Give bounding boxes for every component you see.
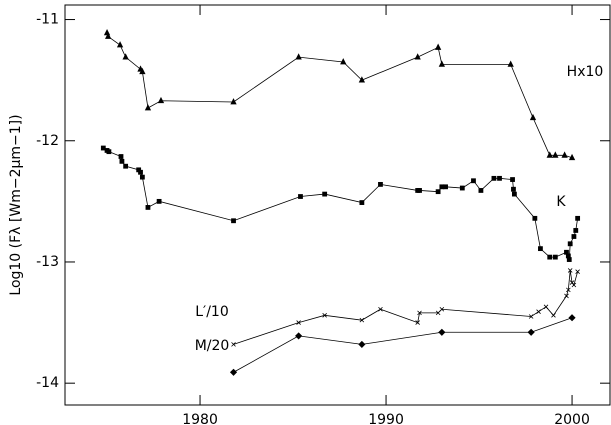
- point: [491, 175, 497, 181]
- series-line: [106, 32, 573, 159]
- point: [564, 293, 569, 299]
- point: [543, 304, 549, 310]
- point: [568, 153, 576, 161]
- point: [417, 188, 422, 193]
- point: [144, 104, 152, 111]
- point: [459, 185, 465, 191]
- point: [138, 169, 143, 175]
- x-tick-label: 1980: [182, 412, 218, 425]
- point: [340, 58, 347, 65]
- point: [414, 53, 421, 60]
- point: [123, 163, 129, 169]
- point: [561, 151, 568, 158]
- point: [566, 287, 571, 293]
- point: [157, 96, 165, 104]
- point: [378, 181, 383, 187]
- series-line: [233, 270, 579, 345]
- point: [438, 60, 445, 67]
- point: [118, 154, 124, 159]
- point: [552, 254, 558, 260]
- point: [296, 320, 301, 325]
- series-line: [103, 147, 579, 260]
- point: [417, 310, 422, 316]
- point: [119, 158, 125, 164]
- point: [298, 194, 303, 199]
- x-tick-label: 2000: [554, 412, 590, 425]
- point: [511, 191, 517, 197]
- point: [139, 174, 145, 180]
- point: [571, 234, 577, 239]
- point: [575, 269, 580, 274]
- series-label: K: [556, 194, 566, 210]
- point: [229, 368, 238, 376]
- point: [527, 328, 535, 336]
- point: [510, 177, 515, 182]
- plot-frame: [64, 4, 611, 406]
- y-tick-label: -13: [36, 254, 59, 270]
- point: [568, 314, 576, 322]
- point: [295, 53, 302, 60]
- point: [322, 191, 328, 197]
- point: [507, 60, 514, 67]
- point: [573, 228, 579, 233]
- point: [567, 268, 573, 273]
- point: [359, 200, 365, 205]
- point: [105, 32, 112, 39]
- point: [122, 53, 129, 60]
- point: [547, 254, 553, 260]
- point: [100, 145, 106, 151]
- point: [358, 76, 366, 83]
- y-tick-label: -12: [36, 133, 59, 149]
- series-label: Hx10: [567, 64, 604, 80]
- point: [145, 205, 151, 210]
- point: [546, 151, 553, 158]
- point: [551, 313, 556, 318]
- point: [378, 306, 383, 312]
- point: [536, 309, 541, 314]
- point: [571, 282, 577, 288]
- point: [415, 320, 420, 325]
- point: [230, 98, 237, 105]
- point: [478, 188, 484, 193]
- point: [295, 332, 303, 340]
- point: [511, 186, 516, 192]
- point: [106, 149, 112, 155]
- series-label: M/20: [195, 338, 230, 354]
- point: [538, 246, 543, 252]
- y-tick-label: -11: [36, 12, 59, 28]
- y-axis-label: Log10 (Fλ [Wm−2μm−1]): [8, 114, 24, 295]
- point: [434, 43, 442, 50]
- point: [528, 314, 534, 319]
- point: [156, 198, 162, 204]
- point: [471, 178, 476, 184]
- point: [497, 175, 502, 181]
- point: [439, 306, 445, 312]
- x-tick-label: 1990: [368, 412, 404, 425]
- point: [552, 151, 559, 158]
- point: [575, 215, 581, 221]
- point: [435, 189, 441, 195]
- point: [231, 218, 236, 224]
- y-tick-label: -14: [36, 375, 59, 391]
- point: [359, 317, 365, 323]
- point: [567, 241, 573, 247]
- point: [139, 67, 146, 75]
- point: [322, 313, 327, 318]
- point: [358, 340, 366, 348]
- point: [438, 328, 446, 336]
- point: [529, 113, 537, 121]
- point: [116, 41, 124, 48]
- series-label: L′/10: [195, 304, 229, 320]
- point: [231, 342, 236, 347]
- point: [532, 215, 538, 221]
- point: [566, 257, 572, 262]
- point: [443, 184, 448, 190]
- series-line: [233, 317, 573, 373]
